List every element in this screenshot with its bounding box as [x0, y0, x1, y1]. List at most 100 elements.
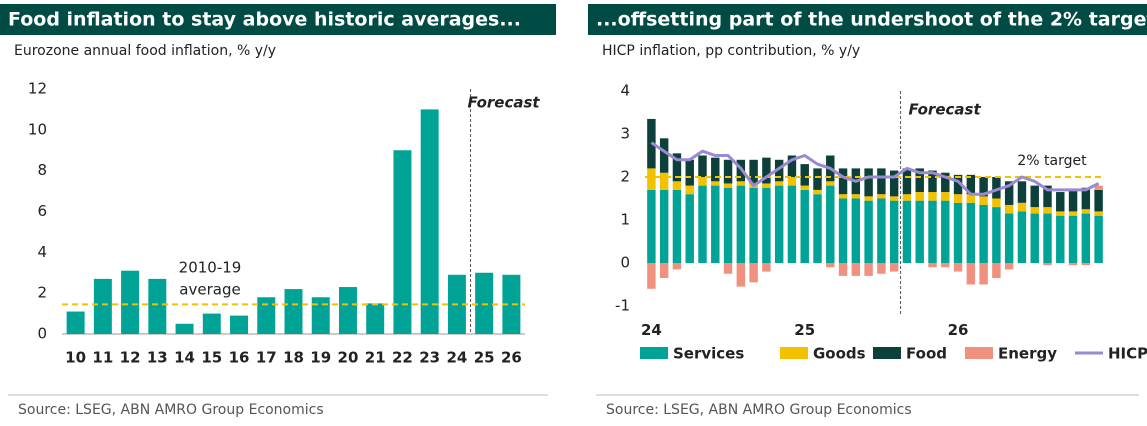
bar-segment: [941, 192, 950, 201]
x-tick-label: 19: [310, 349, 331, 367]
bar-segment: [698, 155, 707, 177]
bar-segment: [672, 189, 682, 263]
y-tick-label: 3: [620, 125, 630, 143]
bar-segment: [1004, 181, 1014, 205]
chart-title: ...offsetting part of the undershoot of …: [596, 9, 1147, 31]
bar-segment: [762, 183, 771, 188]
bar: [284, 289, 303, 334]
bar-segment: [723, 187, 733, 263]
bar-segment: [711, 185, 720, 263]
x-tick-label: 17: [256, 349, 277, 367]
average-label: average: [179, 281, 240, 299]
bar-segment: [851, 198, 861, 263]
bar-segment: [941, 263, 950, 268]
bar-segment: [915, 168, 924, 193]
bar-segment: [966, 194, 976, 203]
bar-segment: [813, 194, 822, 263]
bar-segment: [979, 196, 988, 205]
title-bar: [588, 4, 1147, 35]
bar-segment: [1081, 213, 1091, 263]
bar-segment: [1094, 189, 1103, 212]
bar-segment: [953, 194, 963, 203]
x-tick-label: 16: [229, 349, 250, 367]
forecast-label: Forecast: [909, 101, 982, 119]
bar-segment: [877, 194, 886, 199]
bar-segment: [762, 263, 771, 272]
bar: [230, 315, 249, 334]
x-tick-label: 21: [365, 349, 386, 367]
bar-segment: [1043, 213, 1052, 263]
bar-segment: [1030, 185, 1039, 208]
bar: [338, 287, 357, 334]
y-tick-label: -1: [615, 297, 630, 315]
x-tick-label: 24: [641, 321, 662, 339]
bar-segment: [1056, 211, 1065, 216]
bar-segment: [1056, 192, 1065, 212]
bar-segment: [1056, 215, 1065, 263]
bar-segment: [979, 204, 988, 263]
bar-segment: [966, 202, 976, 263]
bar-segment: [1094, 215, 1103, 263]
bar-segment: [979, 177, 988, 197]
x-tick-label: 15: [201, 349, 222, 367]
bar-segment: [838, 194, 848, 199]
bar-segment: [1081, 209, 1091, 214]
bar-segment: [685, 185, 694, 195]
bar-segment: [1030, 207, 1039, 214]
bar: [148, 278, 167, 334]
bar: [475, 272, 494, 334]
legend-label: Goods: [813, 345, 866, 363]
x-tick-label: 13: [147, 349, 168, 367]
bar: [202, 313, 221, 334]
bar-segment: [864, 168, 873, 197]
bar-segment: [864, 200, 873, 263]
title-bar: [0, 4, 556, 35]
forecast-label: Forecast: [468, 94, 541, 112]
bar-segment: [1081, 187, 1091, 210]
bar-segment: [1068, 263, 1078, 266]
bar-segment: [1017, 202, 1027, 212]
bar-segment: [1017, 181, 1027, 203]
bar-segment: [774, 181, 784, 186]
bar-segment: [992, 263, 1001, 279]
x-tick-label: 18: [283, 349, 304, 367]
bar-segment: [864, 196, 873, 201]
bar-segment: [889, 263, 899, 272]
x-tick-label: 26: [501, 349, 522, 367]
legend-swatch: [873, 347, 901, 359]
chart-subtitle: Eurozone annual food inflation, % y/y: [14, 43, 276, 59]
bar: [66, 311, 85, 334]
bar-segment: [1043, 263, 1052, 266]
bar-segment: [736, 185, 746, 263]
bar-segment: [711, 181, 720, 186]
bar-segment: [1068, 211, 1078, 216]
bar-segment: [647, 189, 656, 263]
bar-segment: [685, 159, 694, 186]
bar-segment: [787, 177, 797, 186]
bar-segment: [1017, 211, 1027, 263]
bar-segment: [787, 185, 797, 263]
hicp-line: [650, 141, 1100, 196]
bar: [257, 297, 276, 334]
x-tick-label: 11: [92, 349, 113, 367]
bar: [175, 323, 194, 334]
target-label: 2% target: [1017, 153, 1087, 169]
bar-segment: [826, 181, 835, 186]
bar-segment: [762, 187, 771, 263]
bar-segment: [1068, 215, 1078, 263]
bar-segment: [826, 185, 835, 263]
bar-segment: [1004, 204, 1014, 214]
y-tick-label: 2: [37, 284, 47, 302]
bar-segment: [941, 172, 950, 193]
x-tick-label: 26: [948, 321, 969, 339]
bar-segment: [851, 194, 861, 199]
bar-segment: [941, 200, 950, 263]
bar-segment: [838, 198, 848, 263]
bar-segment: [915, 200, 924, 263]
x-tick-label: 23: [419, 349, 440, 367]
bar-segment: [685, 194, 694, 263]
bar-segment: [659, 172, 669, 190]
bar-segment: [659, 189, 669, 263]
x-tick-label: 25: [794, 321, 815, 339]
bar: [502, 274, 521, 334]
